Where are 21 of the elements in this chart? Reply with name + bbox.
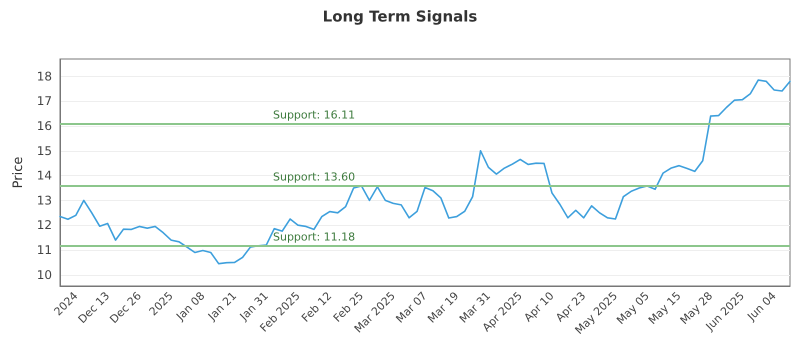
- y-tick-label: 10: [36, 268, 52, 282]
- y-tick-label: 13: [36, 193, 52, 208]
- x-tick-label: Apr 10: [522, 289, 557, 324]
- x-tick-label: Jun 04: [744, 289, 779, 324]
- ref-line-label: Support: 11.18: [273, 230, 356, 244]
- chart-title: Long Term Signals: [322, 8, 478, 26]
- ref-line-label: Support: 16.11: [273, 108, 356, 122]
- ref-line-label: Support: 13.60: [273, 170, 356, 184]
- x-tick-label: Dec 26: [107, 289, 144, 326]
- y-tick-label: 16: [36, 118, 52, 133]
- y-tick-label: 11: [36, 243, 52, 258]
- line-series: [59, 79, 791, 264]
- y-tick-label: 17: [36, 94, 52, 108]
- x-tick-label: Jan 21: [204, 289, 240, 324]
- x-tick-label: Feb 12: [299, 289, 334, 325]
- y-tick-label: 12: [36, 218, 52, 232]
- y-tick-label: 15: [36, 144, 52, 158]
- x-tick-label: Jan 08: [173, 289, 208, 324]
- y-axis-title: Price: [11, 156, 26, 188]
- y-tick-label: 18: [36, 69, 52, 84]
- y-tick-label: 14: [36, 168, 52, 183]
